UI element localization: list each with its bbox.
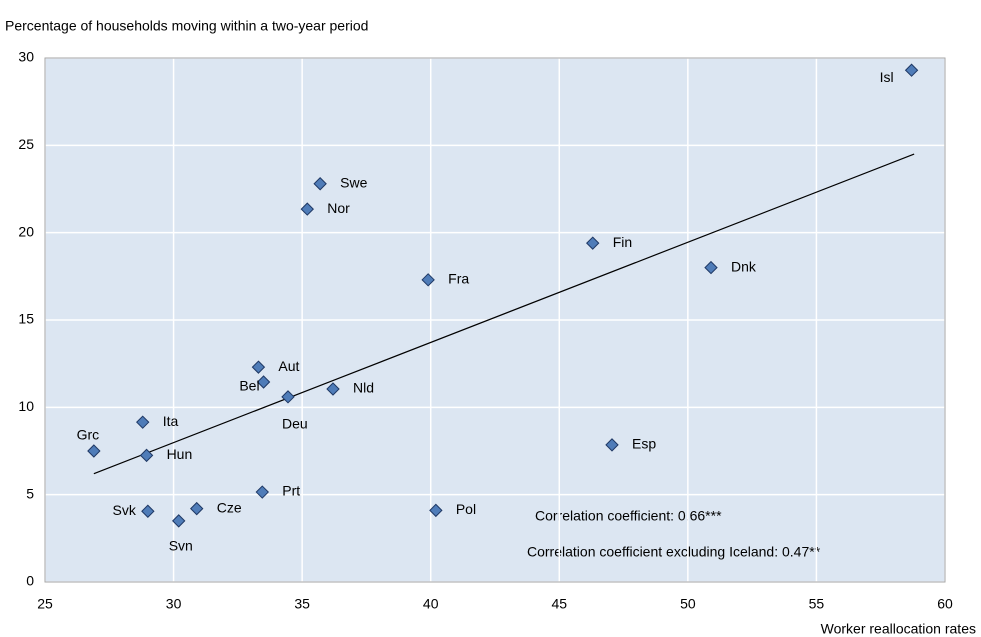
point-label: Nld — [353, 380, 374, 396]
x-axis-label: Worker reallocation rates — [821, 621, 976, 637]
point-label: Ita — [163, 413, 179, 429]
marker — [704, 260, 718, 275]
y-tick-label: 5 — [26, 485, 34, 501]
point-label: Nor — [327, 200, 350, 216]
marker — [190, 501, 204, 516]
x-tick-label: 45 — [551, 596, 567, 612]
marker — [605, 438, 619, 452]
point-label: Grc — [77, 427, 100, 443]
marker — [300, 202, 314, 216]
point-label: Cze — [217, 499, 242, 515]
marker — [586, 236, 600, 250]
marker — [141, 504, 155, 518]
annotation: Correlation coefficient: 0.66*** — [535, 508, 722, 524]
x-tick-label: 60 — [937, 596, 953, 612]
marker — [904, 63, 919, 77]
x-tick-label: 35 — [294, 596, 310, 612]
x-tick-label: 25 — [37, 596, 53, 612]
point-label: Swe — [340, 174, 367, 190]
y-tick-label: 20 — [18, 223, 34, 239]
point-label: Svk — [113, 502, 137, 518]
point-label: Svn — [169, 538, 193, 554]
marker — [421, 273, 435, 287]
marker — [136, 415, 150, 429]
point-label: Esp — [632, 436, 656, 452]
marker — [313, 177, 327, 191]
point-label: Bel — [239, 378, 259, 394]
marker — [172, 514, 186, 528]
point-label: Fra — [448, 271, 469, 287]
point-label: Hun — [167, 446, 193, 462]
x-tick-label: 40 — [423, 596, 439, 612]
point-label: Prt — [282, 483, 300, 499]
marker — [326, 382, 340, 396]
point-label: Aut — [278, 358, 299, 374]
marker — [139, 448, 154, 463]
point-label: Isl — [880, 69, 894, 85]
plot-frame — [44, 57, 946, 583]
marker — [429, 503, 443, 518]
marker — [256, 375, 271, 389]
x-tick-label: 50 — [680, 596, 696, 612]
x-tick-label: 30 — [166, 596, 182, 612]
y-tick-label: 0 — [26, 573, 34, 589]
y-tick-label: 25 — [18, 136, 34, 152]
y-tick-label: 10 — [18, 398, 34, 414]
trend-line — [93, 153, 915, 475]
annotation: Correlation coefficient excluding Icelan… — [527, 544, 821, 560]
marker — [251, 360, 266, 374]
y-tick-label: 30 — [18, 49, 34, 65]
point-label: Deu — [282, 416, 308, 432]
point-label: Pol — [456, 501, 476, 517]
point-label: Fin — [613, 234, 632, 250]
marker — [281, 390, 295, 404]
marker — [87, 444, 101, 458]
marker — [255, 485, 269, 499]
point-label: Dnk — [731, 258, 757, 274]
y-tick-label: 15 — [18, 311, 34, 327]
x-tick-label: 55 — [809, 596, 825, 612]
chart-title: Percentage of households moving within a… — [5, 18, 368, 34]
